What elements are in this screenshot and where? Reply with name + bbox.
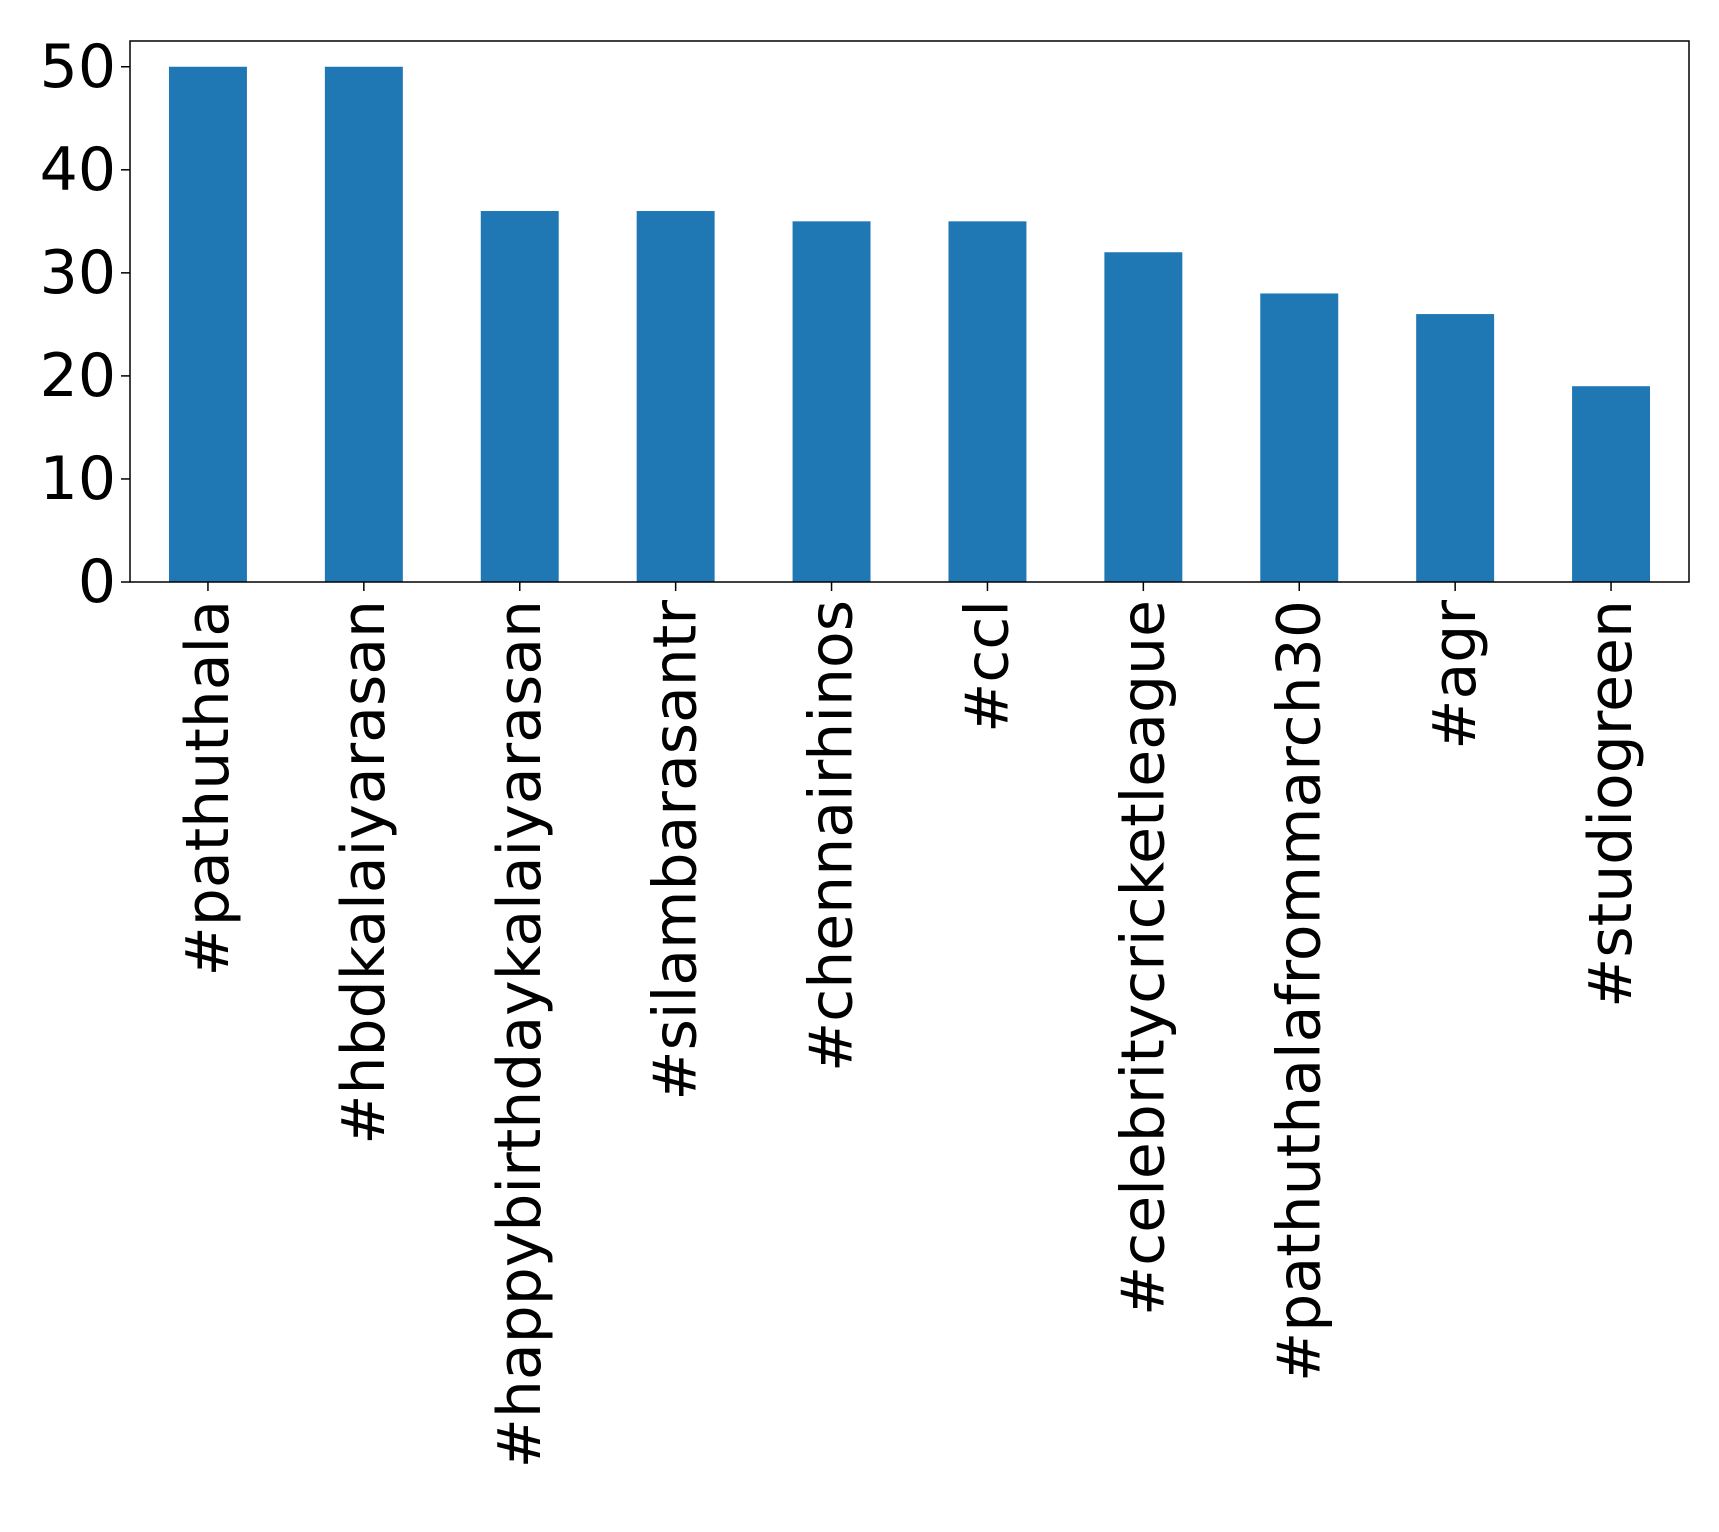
y-tick-label: 30 [40,238,116,308]
bar-4 [792,221,871,583]
x-tick-label: #agr [1420,600,1490,750]
x-tick-label: #pathuthalafrommarch30 [1264,600,1334,1382]
x-axis: #pathuthala #hbdkalaiyarasan #happybirthda… [173,582,1646,1468]
x-tick-label: #silambarasantr [641,600,711,1101]
x-tick-label: #ccl [952,600,1022,733]
y-tick-label: 0 [78,547,116,617]
bar-5 [948,221,1027,583]
bar-7 [1260,293,1339,582]
y-axis: 0 10 20 30 40 50 [40,32,130,617]
bar-1 [324,66,403,582]
y-tick-label: 40 [40,135,116,205]
x-tick-label: #studiogreen [1576,600,1646,1008]
bar-3 [636,211,715,582]
y-tick-label: 50 [40,32,116,102]
bar-9 [1572,386,1651,582]
x-tick-label: #chennairhinos [797,600,867,1072]
y-tick-label: 10 [40,444,116,514]
x-tick-label: #pathuthala [173,600,243,976]
plot-area-frame [129,40,1690,583]
x-tick-label: #celebritycricketleague [1108,600,1178,1316]
bar-0 [168,66,247,582]
y-tick-label: 20 [40,341,116,411]
x-tick-label: #hbdkalaiyarasan [329,600,399,1145]
x-tick-label: #happybirthdaykalaiyarasan [485,600,555,1468]
bar-6 [1104,252,1183,582]
bar-8 [1416,314,1495,582]
bars-layer [168,66,1651,583]
bar-2 [480,211,559,582]
